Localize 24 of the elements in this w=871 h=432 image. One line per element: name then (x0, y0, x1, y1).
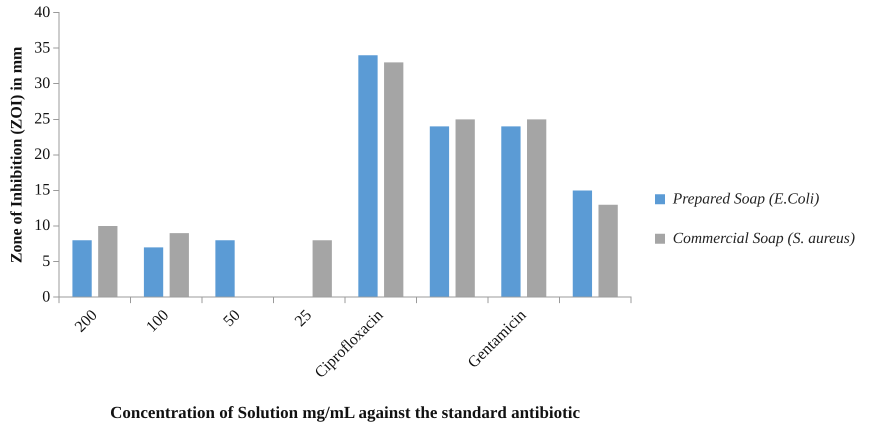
y-tick-label: 35 (34, 39, 50, 56)
y-tick-label: 20 (34, 146, 50, 164)
y-tick-label: 5 (42, 252, 50, 270)
bar (358, 55, 378, 297)
y-tick-label: 30 (34, 74, 50, 92)
legend-label: Prepared Soap (E.Coli) (672, 190, 820, 208)
bar (144, 247, 164, 297)
bar (215, 240, 235, 297)
bar (572, 190, 592, 297)
x-tick-label: 25 (292, 306, 316, 330)
x-tick-label: 200 (72, 306, 101, 336)
bar (430, 126, 450, 297)
legend-label: Commercial Soap (S. aureus) (672, 230, 856, 247)
y-tick-label: 40 (34, 4, 50, 21)
x-tick-label: 50 (220, 306, 244, 330)
y-tick-label: 10 (34, 217, 50, 234)
x-tick-label: 100 (143, 306, 172, 336)
y-tick-label: 25 (34, 110, 50, 128)
y-tick-label: 15 (34, 182, 50, 199)
x-axis-title: Concentration of Solution mg/mL against the standard antibiotic (110, 403, 580, 422)
y-tick-label: 0 (42, 288, 50, 306)
y-axis-title: Zone of Inhibition (ZOI) in mm (8, 46, 26, 264)
bar (501, 126, 521, 297)
bar (72, 240, 92, 297)
